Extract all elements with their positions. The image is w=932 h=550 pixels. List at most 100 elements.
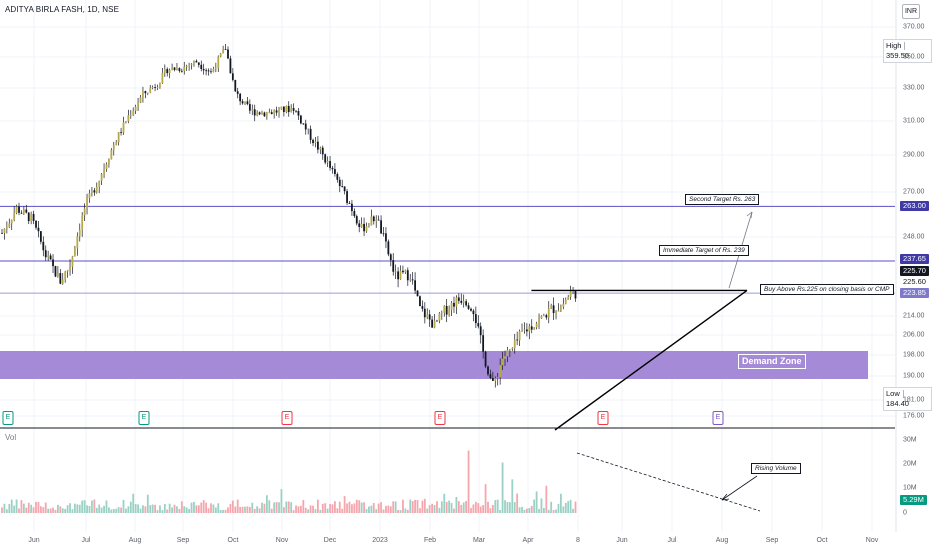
volume-bar [115,508,118,513]
candle-body [137,102,139,107]
candle-body [13,213,16,220]
candle-body [474,314,477,324]
candle-body [234,79,237,92]
candle-body [168,70,171,74]
earnings-icon[interactable]: E [712,411,724,425]
volume-bar [338,501,341,513]
immediate-target-note[interactable]: Immediate Target of Rs. 239 [659,245,749,256]
high-label: High359.50 [883,39,932,63]
candle-body [411,279,414,281]
candle-body [71,256,74,267]
volume-bar [287,501,290,513]
candle-body [195,60,198,63]
candle-body [202,69,205,71]
candle-body [134,106,137,111]
volume-bar [312,505,314,513]
volume-bar [93,499,96,513]
volume-bar [61,508,64,513]
buy-above-note[interactable]: Buy Above Rs.225 on closing basis or CMP [760,284,894,295]
volume-bar [474,501,477,513]
earnings-icon[interactable]: E [434,411,446,425]
candle-body [465,301,468,306]
volume-bar [353,503,356,513]
volume-bar [134,503,137,513]
chart-grid [0,0,895,532]
candle-body [445,305,448,315]
earnings-icon[interactable]: E [597,411,609,425]
candle-body [151,87,154,88]
candle-body [125,121,127,123]
volume-bar [331,504,334,513]
demand-zone [0,351,868,379]
rising-volume-note[interactable]: Rising Volume [751,463,801,474]
volume-bar [98,504,101,513]
candle-body [22,209,25,214]
candle-body [560,306,562,311]
earnings-icon[interactable]: E [281,411,293,425]
volume-bar [292,510,295,513]
time-tick: Jun [28,537,40,544]
volume-label: Vol [5,433,17,442]
volume-bar [108,507,110,513]
candle-body [569,291,572,297]
candle-body [428,314,431,320]
volume-bar [132,493,135,513]
candle-body [178,68,181,71]
candle-body [81,215,84,230]
volume-bar [307,509,310,513]
time-tick: Nov [865,537,879,544]
volume-bar [210,503,212,513]
candle-body [394,271,397,273]
candle-body [321,147,324,155]
candle-body [372,216,375,222]
demand-zone-label[interactable]: Demand Zone [738,354,806,369]
volume-bar [416,500,419,513]
second-target-note[interactable]: Second Target Rs. 263 [685,194,760,205]
volume-bar [409,499,412,513]
volume-bar [52,507,54,513]
candle-body [139,97,142,103]
candle-body [348,202,351,204]
candle-body [353,211,356,217]
volume-bar [246,506,249,513]
candle-body [231,73,234,80]
volume-bar [251,502,254,513]
volume-bar [304,507,307,513]
earnings-icon[interactable]: E [2,411,14,425]
candle-body [319,147,322,150]
candle-body [377,219,380,221]
candle-body [239,93,242,102]
volume-bar [127,506,130,513]
volume-bar [69,503,71,513]
candle-body [236,91,239,94]
currency-button[interactable]: INR [902,4,920,19]
candle-body [163,69,166,73]
candle-body [144,91,147,94]
candle-body [494,378,497,381]
candle-body [331,167,334,170]
price-tick: 198.00 [903,351,925,359]
candle-body [309,128,312,140]
candle-body [15,206,18,214]
volume-bar [358,500,361,513]
candle-body [499,365,502,378]
volume-bar [394,501,397,513]
volume-bar [173,504,176,513]
candle-body [382,233,385,235]
earnings-icon[interactable]: E [138,411,150,425]
volume-bar [557,503,560,513]
candle-body [217,56,220,69]
volume-bar [530,505,533,513]
candle-body [108,159,110,165]
candle-body [197,62,200,65]
volume-bar [387,505,390,513]
candle-body [248,104,251,111]
candle-body [161,72,164,83]
time-tick: Feb [423,537,437,544]
candle-body [159,82,161,88]
candle-body [214,68,217,69]
candle-body [304,123,307,130]
candle-body [95,186,98,193]
volume-bar [42,507,45,513]
